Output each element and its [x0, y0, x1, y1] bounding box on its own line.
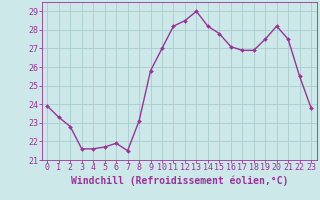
- X-axis label: Windchill (Refroidissement éolien,°C): Windchill (Refroidissement éolien,°C): [70, 175, 288, 186]
